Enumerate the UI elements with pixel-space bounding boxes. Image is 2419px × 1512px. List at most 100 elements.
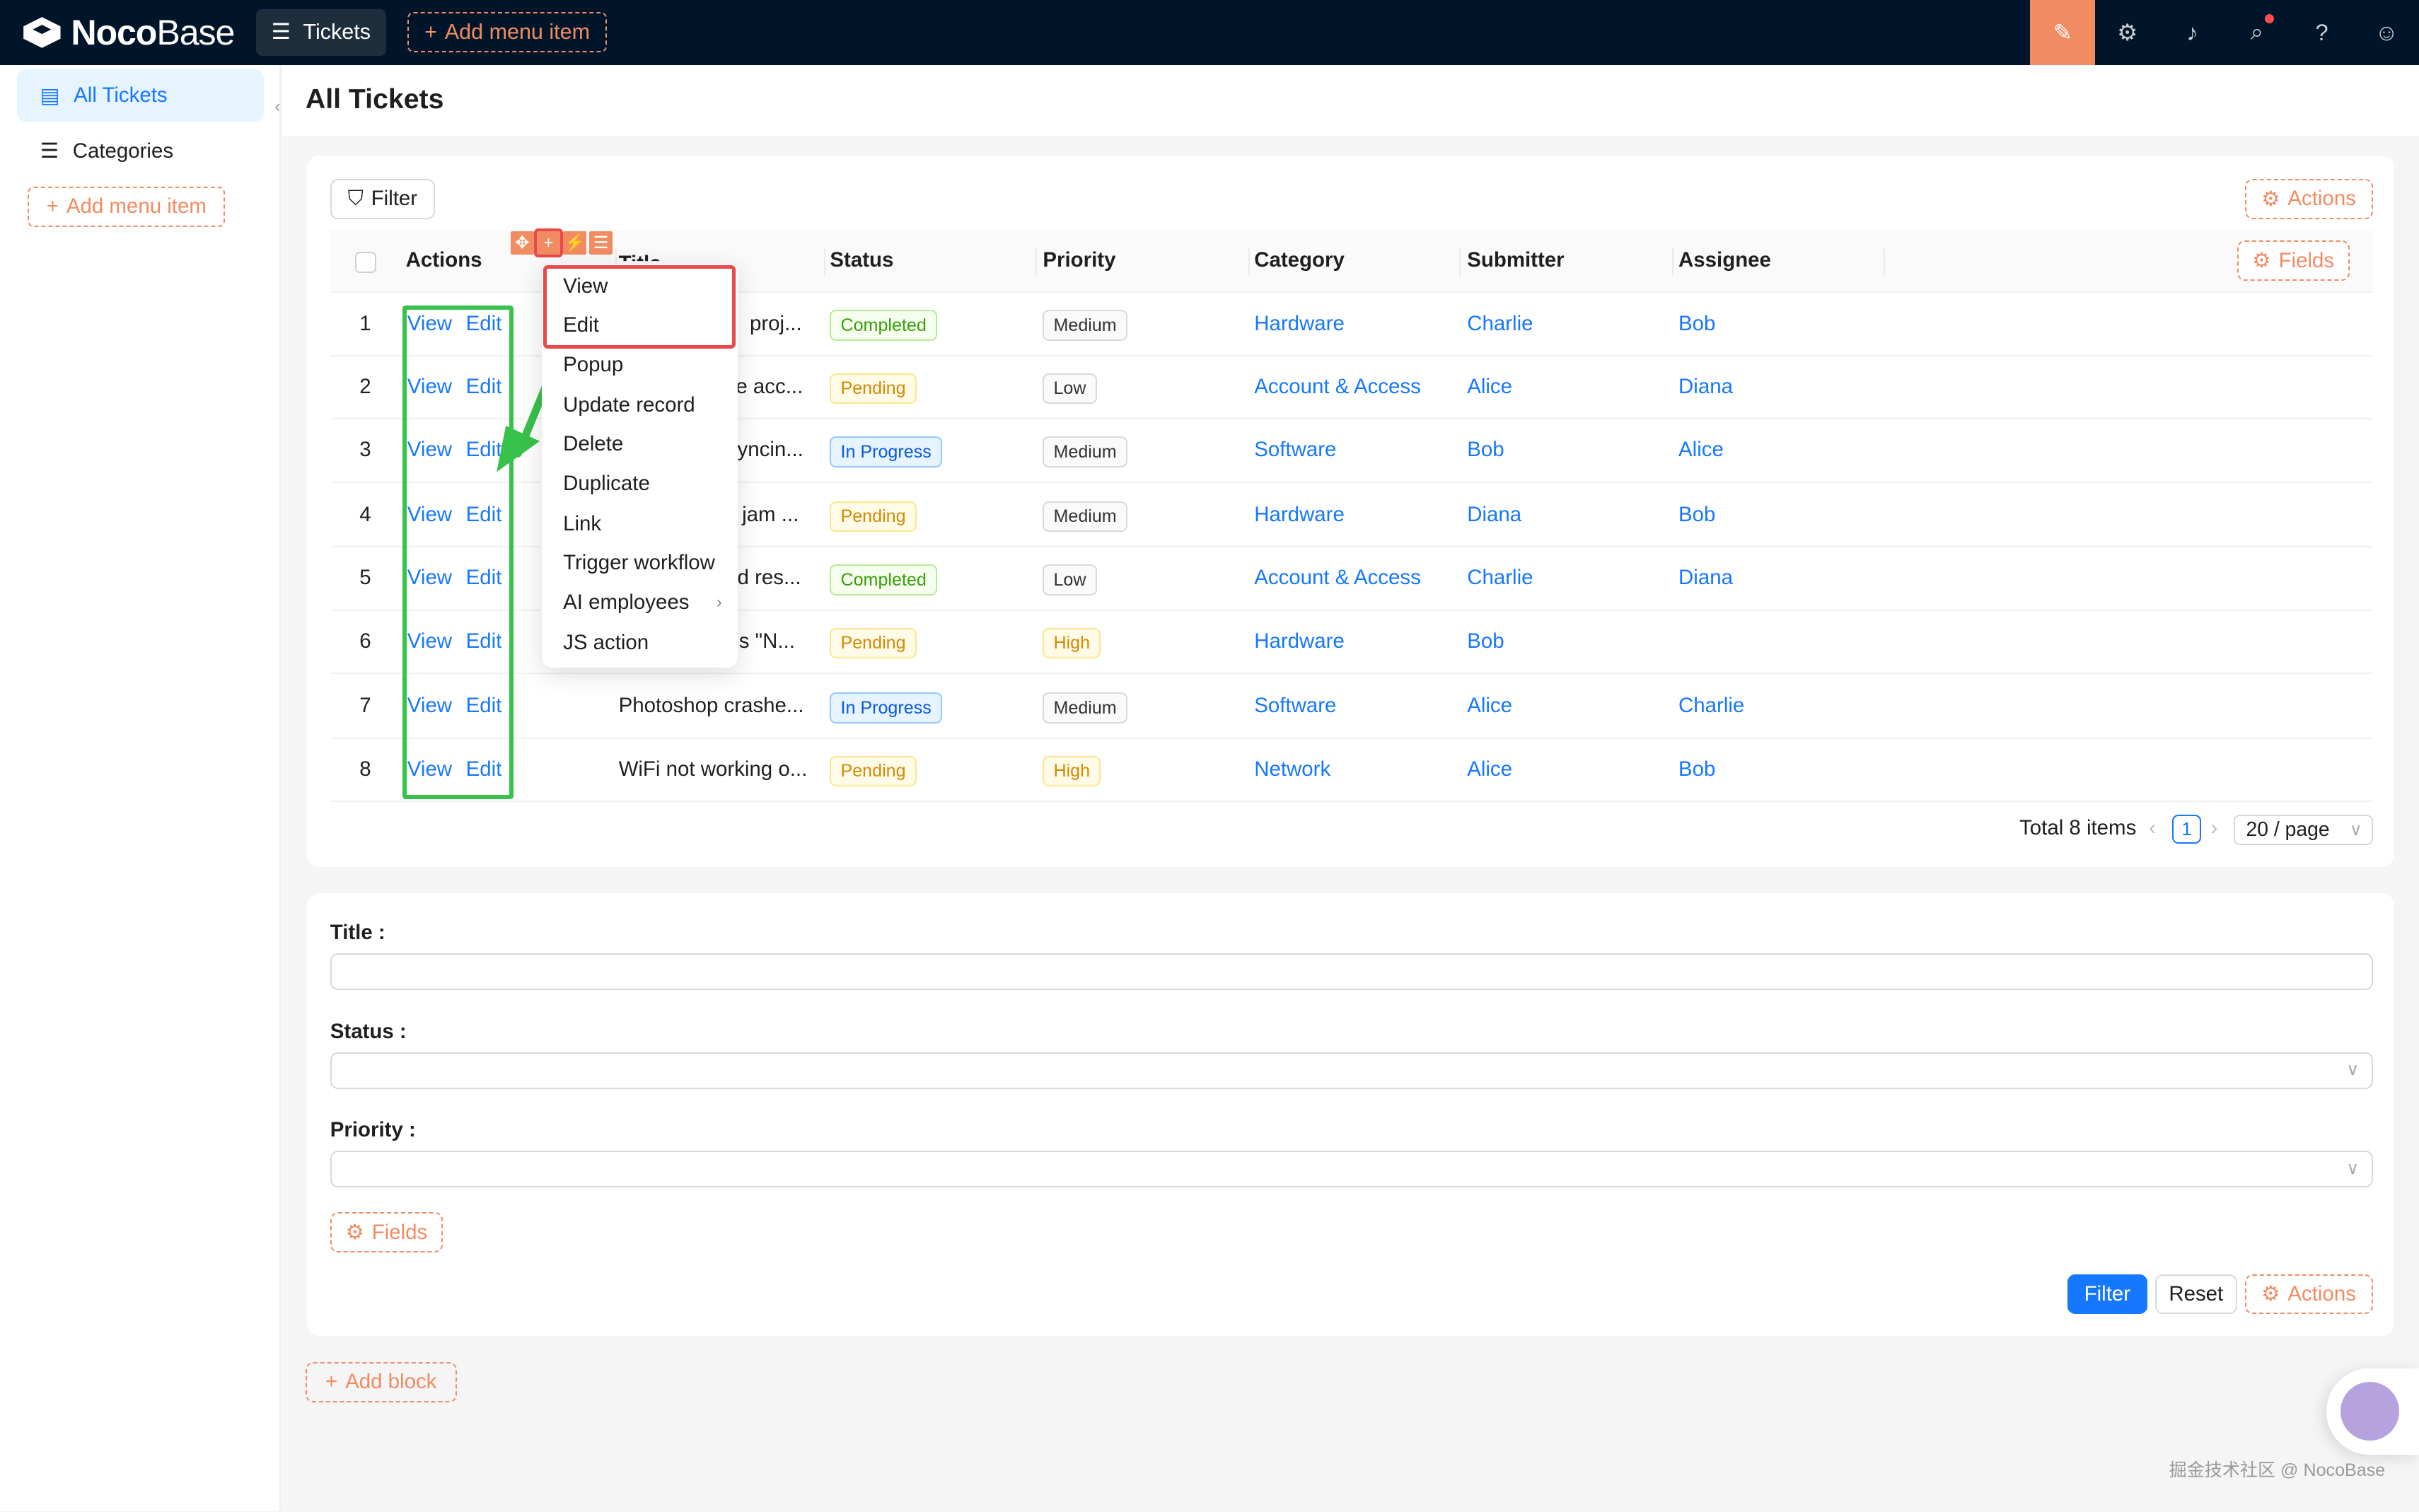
row-edit-link[interactable]: Edit <box>465 629 502 653</box>
filter-button[interactable]: ⛉ Filter <box>330 179 436 219</box>
row-category-link[interactable]: Software <box>1254 438 1337 462</box>
row-submitter-link[interactable]: Charlie <box>1467 311 1533 335</box>
row-view-link[interactable]: View <box>407 757 453 781</box>
form-fields-button[interactable]: ⚙ Fields <box>330 1212 443 1253</box>
collapse-sidebar-icon[interactable]: ‹ <box>274 97 281 117</box>
row-submitter-link[interactable]: Alice <box>1467 757 1513 781</box>
flow-icon[interactable]: ⚡ <box>563 231 586 255</box>
row-edit-link[interactable]: Edit <box>465 311 502 335</box>
ai-assistant-button[interactable] <box>2326 1368 2419 1455</box>
plus-icon: + <box>46 194 59 219</box>
row-category-link[interactable]: Account & Access <box>1254 566 1421 590</box>
row-assignee-link[interactable]: Diana <box>1678 375 1733 398</box>
table-row[interactable]: 8 View Edit WiFi not working o... Pendin… <box>330 739 2373 803</box>
add-menu-item-label: Add menu item <box>444 20 591 45</box>
pagination-prev-icon[interactable]: ‹ <box>2149 815 2157 839</box>
row-assignee-link[interactable]: Bob <box>1678 311 1716 335</box>
search-icon[interactable]: ⌕ <box>2224 0 2290 65</box>
add-block-label: Add block <box>345 1370 437 1394</box>
row-edit-link[interactable]: Edit <box>465 375 502 398</box>
table-row[interactable]: 4 View Edit jam ... Pending Medium Hardw… <box>330 484 2373 548</box>
chevron-down-icon: ∨ <box>2349 820 2362 839</box>
row-category-link[interactable]: Hardware <box>1254 629 1345 653</box>
row-view-link[interactable]: View <box>407 694 453 718</box>
pagination-page-1[interactable]: 1 <box>2171 814 2202 844</box>
table-row[interactable]: 5 View Edit d res... Completed Low Accou… <box>330 547 2373 611</box>
table-row[interactable]: 1 View Edit proj... Completed Medium Har… <box>330 293 2373 356</box>
filter-button-label: Filter <box>371 187 418 211</box>
dropdown-item-update-record[interactable]: Update record <box>563 393 695 417</box>
dropdown-item-edit[interactable]: Edit <box>563 313 599 337</box>
row-number: 2 <box>359 375 371 398</box>
dropdown-item-duplicate[interactable]: Duplicate <box>563 472 650 496</box>
row-submitter-link[interactable]: Diana <box>1467 503 1522 527</box>
row-category-link[interactable]: Account & Access <box>1254 375 1421 398</box>
dropdown-item-popup[interactable]: Popup <box>563 353 624 377</box>
table-row[interactable]: 6 View Edit s "N... Pending High Hardwar… <box>330 611 2373 675</box>
dropdown-item-js-action[interactable]: JS action <box>563 631 649 655</box>
dropdown-item-ai-employees[interactable]: AI employees <box>563 591 690 615</box>
dropdown-item-trigger-workflow[interactable]: Trigger workflow <box>563 550 715 574</box>
row-assignee-link[interactable]: Charlie <box>1678 694 1745 718</box>
help-icon[interactable]: ? <box>2315 18 2328 45</box>
row-submitter-link[interactable]: Bob <box>1467 438 1504 462</box>
row-view-link[interactable]: View <box>407 566 453 590</box>
row-assignee-link[interactable]: Alice <box>1678 438 1724 462</box>
row-view-link[interactable]: View <box>407 311 453 335</box>
row-view-link[interactable]: View <box>407 375 453 398</box>
priority-select[interactable]: ∨ <box>330 1151 2373 1188</box>
row-edit-link[interactable]: Edit <box>465 503 502 527</box>
row-submitter-link[interactable]: Charlie <box>1467 566 1533 590</box>
nocobase-logo-icon <box>23 16 61 48</box>
row-submitter-link[interactable]: Bob <box>1467 629 1504 653</box>
page-size-select[interactable]: 20 / page ∨ <box>2234 814 2373 846</box>
menu-icon[interactable]: ☰ <box>589 231 613 255</box>
dropdown-item-delete[interactable]: Delete <box>563 431 624 455</box>
row-category-link[interactable]: Hardware <box>1254 311 1345 335</box>
table-row[interactable]: 3 View Edit yncin... In Progress Medium … <box>330 419 2373 483</box>
add-menu-item-button[interactable]: + Add menu item <box>407 12 607 53</box>
row-submitter-link[interactable]: Alice <box>1467 694 1513 718</box>
row-edit-link[interactable]: Edit <box>465 438 502 462</box>
table-fields-button[interactable]: ⚙ Fields <box>2237 240 2350 281</box>
bell-icon[interactable]: ♪ <box>2186 18 2198 45</box>
row-assignee-link[interactable]: Bob <box>1678 757 1716 781</box>
status-select[interactable]: ∨ <box>330 1052 2373 1089</box>
row-edit-link[interactable]: Edit <box>465 757 502 781</box>
row-assignee-link[interactable]: Bob <box>1678 503 1716 527</box>
actions-label: Actions <box>2287 187 2356 211</box>
ui-editor-icon[interactable]: ✎ <box>2030 0 2095 65</box>
row-category-link[interactable]: Software <box>1254 694 1337 718</box>
add-action-icon[interactable]: + <box>534 228 563 257</box>
row-category-link[interactable]: Network <box>1254 757 1331 781</box>
table-actions-button[interactable]: ⚙ Actions <box>2244 179 2373 219</box>
app-logo[interactable]: Noco Base <box>22 12 235 53</box>
pagination-next-icon[interactable]: › <box>2210 815 2218 839</box>
user-icon[interactable]: ☺ <box>2374 18 2398 45</box>
menu-item-tickets[interactable]: ☰ Tickets <box>255 9 386 56</box>
settings-icon[interactable]: ⚙ <box>2117 18 2138 45</box>
row-category-link[interactable]: Hardware <box>1254 503 1345 527</box>
row-view-link[interactable]: View <box>407 629 453 653</box>
select-all-checkbox[interactable] <box>354 251 377 274</box>
title-input[interactable] <box>330 953 2373 991</box>
sidebar-item-categories[interactable]: ☰ Categories <box>17 125 264 178</box>
row-view-link[interactable]: View <box>407 503 453 527</box>
form-filter-button[interactable]: Filter <box>2067 1274 2148 1315</box>
form-actions-button[interactable]: ⚙ Actions <box>2244 1274 2373 1315</box>
row-assignee-link[interactable]: Diana <box>1678 566 1733 590</box>
sidebar-add-menu-item-button[interactable]: + Add menu item <box>28 186 226 227</box>
dropdown-item-link[interactable]: Link <box>563 512 602 536</box>
row-edit-link[interactable]: Edit <box>465 566 502 590</box>
row-submitter-link[interactable]: Alice <box>1467 375 1513 398</box>
dropdown-item-view[interactable]: View <box>563 274 608 298</box>
form-reset-button[interactable]: Reset <box>2154 1274 2237 1315</box>
drag-icon[interactable]: ✥ <box>510 231 534 255</box>
add-block-button[interactable]: + Add block <box>305 1361 457 1402</box>
table-row[interactable]: 2 View Edit e acc... Pending Low Account… <box>330 356 2373 420</box>
row-view-link[interactable]: View <box>407 438 453 462</box>
add-action-dropdown: View Edit Popup Update record Delete Dup… <box>541 263 738 668</box>
row-edit-link[interactable]: Edit <box>465 694 502 718</box>
sidebar-item-all-tickets[interactable]: ▤ All Tickets <box>16 69 264 122</box>
table-row[interactable]: 7 View Edit Photoshop crashe... In Progr… <box>330 675 2373 739</box>
